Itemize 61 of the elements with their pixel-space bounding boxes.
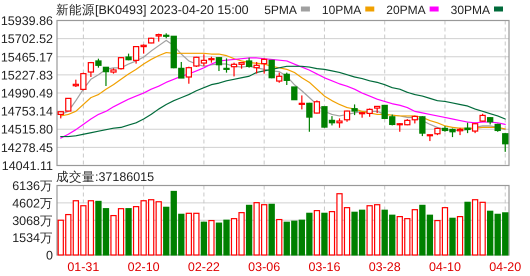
candlestick [216,56,222,72]
x-tick-label: 02-10 [128,260,160,274]
legend-label: 20PMA [386,3,426,17]
candlestick [186,66,192,84]
bar [268,204,275,256]
candlestick [314,100,320,114]
bar [208,220,215,256]
candlestick [268,59,275,79]
bar [276,218,282,256]
y-tick-label: 14990.49 [0,86,54,100]
y-tick-label: 15227.83 [0,68,54,82]
candlestick [246,57,252,68]
chart-title: 成交量:37186015 [56,169,154,184]
x-tick-label: 04-20 [489,260,522,274]
y-tick-label: 1534万 [12,231,53,246]
candlestick [291,86,298,100]
bar [464,202,471,256]
bar [125,208,132,256]
candlestick [261,58,268,74]
x-tick-label: 02-22 [188,260,220,274]
y-tick-label: 14515.80 [0,122,54,137]
candlestick [253,61,260,74]
y-tick-label: 15465.17 [0,50,54,64]
y-tick-label: 15702.52 [0,32,54,46]
bar [246,204,252,256]
y-tick-label: 14041.11 [2,159,54,173]
x-tick-label: 03-28 [368,260,401,274]
candlestick [306,102,313,132]
candlestick [88,61,94,78]
candlestick [276,72,282,84]
y-tick-label: 14278.45 [0,140,54,155]
x-tick-label: 03-16 [308,260,340,274]
bar [449,218,456,256]
legend-label: 10PMA [322,3,362,17]
chart-title: 新能源[BK0493] 2023-04-20 15:00 [56,3,249,17]
y-tick-label: 0 [46,248,54,262]
candlestick [502,132,508,152]
x-tick-label: 03-06 [248,260,280,274]
y-tick-label: 15939.86 [0,14,54,28]
candlestick [464,122,471,134]
candlestick [223,58,230,74]
candlestick [298,94,305,110]
y-tick-label: 6136万 [12,179,53,193]
bar [456,216,464,256]
y-tick-label: 3068万 [12,214,53,228]
legend-label: 5PMA [264,3,297,17]
bar [321,212,328,256]
candlestick [419,116,426,137]
x-tick-label: 04-10 [428,260,461,274]
x-tick-label: 01-31 [67,260,100,274]
candlestick [472,122,478,134]
y-tick-label: 4602万 [12,196,53,210]
candlestick [95,58,102,68]
legend-label: 30PMA [450,3,490,17]
y-tick-label: 14753.14 [0,104,54,119]
candlestick [336,118,343,128]
bar [200,222,208,256]
bar [314,210,320,256]
candlestick [102,66,110,87]
candlestick [351,104,358,116]
candlestick [284,72,290,86]
